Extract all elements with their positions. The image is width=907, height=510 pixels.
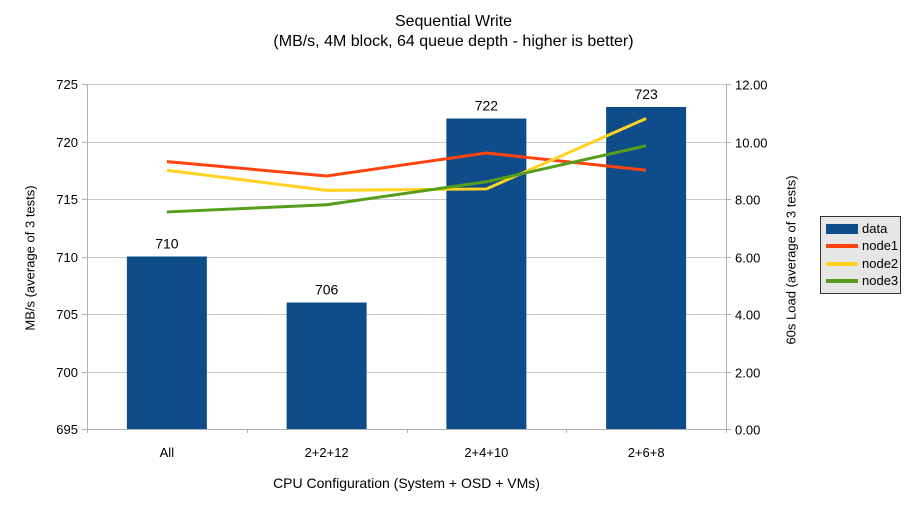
right-axis-tick-label: 10.00 (735, 136, 768, 151)
legend-swatch-node1 (826, 244, 858, 249)
right-axis-tick-label: 2.00 (735, 366, 760, 381)
legend-swatch-node3 (826, 279, 858, 284)
legend-label: data (862, 220, 888, 236)
bar-3 (606, 107, 687, 429)
legend-item-data: data (826, 220, 900, 236)
x-axis-category-label: 2+4+10 (464, 445, 508, 460)
legend-label: node3 (862, 273, 899, 289)
right-axis-tick-label: 4.00 (735, 308, 760, 323)
left-axis-tick-label: 705 (56, 307, 78, 322)
chart-title: Sequential Write (394, 13, 513, 30)
right-axis-tick-label: 0.00 (735, 423, 760, 438)
line-node2 (166, 117, 647, 192)
legend-swatch-node2 (826, 261, 858, 266)
left-axis-tick-label: 720 (56, 135, 78, 150)
bar-value-label: 723 (634, 86, 658, 102)
line-node3 (166, 144, 647, 214)
right-axis-tick-label: 8.00 (735, 193, 760, 208)
x-axis-category-label: All (160, 445, 175, 460)
x-axis-category-label: 2+2+12 (305, 445, 349, 460)
legend-swatch-data (826, 223, 858, 234)
legend-label: node2 (862, 255, 899, 271)
right-axis-title: 60s Load (average of 3 tests) (783, 175, 799, 345)
chart-subtitle: (MB/s, 4M block, 64 queue depth - higher… (273, 33, 634, 50)
left-axis-tick-label: 715 (56, 192, 78, 207)
x-axis-title: CPU Configuration (System + OSD + VMs) (273, 475, 540, 491)
legend: data node1 node2 node3 (820, 216, 901, 294)
legend-item-node2: node2 (826, 255, 900, 271)
legend-item-node1: node1 (826, 239, 900, 253)
left-axis-title: MB/s (average of 3 tests) (22, 185, 38, 331)
right-axis-tick-label: 12.00 (735, 78, 768, 93)
legend-label: node1 (862, 238, 899, 254)
bar-2 (446, 118, 527, 429)
left-axis-tick-label: 710 (56, 250, 78, 265)
bar-1 (286, 302, 367, 429)
line-node1 (166, 151, 647, 178)
bar-value-label: 710 (155, 236, 179, 252)
bar-0 (126, 256, 207, 429)
left-axis-tick-label: 700 (56, 365, 78, 380)
legend-item-node3: node3 (826, 274, 900, 288)
right-axis-tick-label: 6.00 (735, 251, 760, 266)
left-axis-tick-label: 725 (56, 77, 78, 92)
bar-value-label: 722 (475, 98, 499, 114)
left-axis-tick-label: 695 (56, 422, 78, 437)
x-axis-category-label: 2+6+8 (628, 445, 665, 460)
bar-value-label: 706 (315, 282, 339, 298)
